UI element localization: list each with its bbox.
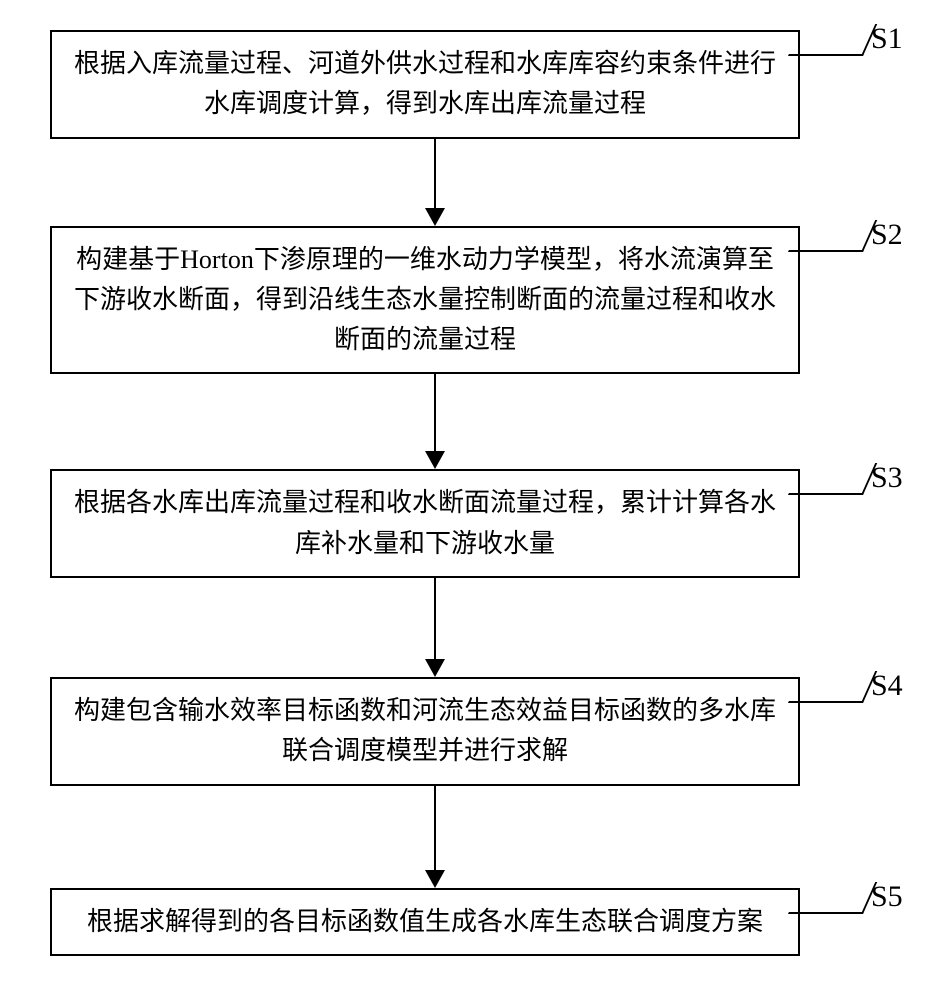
- label-connector-2: S2: [788, 218, 903, 252]
- step-row-4: 构建包含输水效率目标函数和河流生态效益目标函数的多水库联合调度模型并进行求解 S…: [20, 677, 932, 786]
- step-box-5: 根据求解得到的各目标函数值生成各水库生态联合调度方案: [50, 888, 800, 956]
- step-box-2: 构建基于Horton下渗原理的一维水动力学模型，将水流演算至下游收水断面，得到沿…: [50, 226, 800, 375]
- arrow-1: [425, 139, 445, 226]
- step-row-3: 根据各水库出库流量过程和收水断面流量过程，累计计算各水库补水量和下游收水量 S3: [20, 469, 932, 578]
- step-text-5: 根据求解得到的各目标函数值生成各水库生态联合调度方案: [87, 907, 763, 936]
- arrow-line-1: [434, 139, 437, 209]
- arrow-4: [425, 786, 445, 888]
- connector-line-4: [788, 671, 877, 703]
- connector-line-2: [788, 220, 877, 252]
- step-text-3: 根据各水库出库流量过程和收水断面流量过程，累计计算各水库补水量和下游收水量: [74, 488, 776, 557]
- step-row-2: 构建基于Horton下渗原理的一维水动力学模型，将水流演算至下游收水断面，得到沿…: [20, 226, 932, 375]
- step-row-5: 根据求解得到的各目标函数值生成各水库生态联合调度方案 S5: [20, 888, 932, 956]
- step-row-1: 根据入库流量过程、河道外供水过程和水库库容约束条件进行水库调度计算，得到水库出库…: [20, 30, 932, 139]
- arrow-head-1: [425, 208, 445, 226]
- connector-line-5: [788, 882, 877, 914]
- arrow-head-3: [425, 659, 445, 677]
- arrow-2: [425, 374, 445, 469]
- step-label-3: S3: [871, 461, 903, 495]
- arrow-head-2: [425, 451, 445, 469]
- arrow-head-4: [425, 870, 445, 888]
- arrow-line-2: [434, 374, 437, 452]
- arrow-line-3: [434, 578, 437, 660]
- label-connector-4: S4: [788, 669, 903, 703]
- step-box-1: 根据入库流量过程、河道外供水过程和水库库容约束条件进行水库调度计算，得到水库出库…: [50, 30, 800, 139]
- label-connector-3: S3: [788, 461, 903, 495]
- step-text-1: 根据入库流量过程、河道外供水过程和水库库容约束条件进行水库调度计算，得到水库出库…: [74, 49, 776, 118]
- step-text-4: 构建包含输水效率目标函数和河流生态效益目标函数的多水库联合调度模型并进行求解: [74, 696, 776, 765]
- connector-line-1: [788, 24, 877, 56]
- arrow-3: [425, 578, 445, 677]
- arrow-line-4: [434, 786, 437, 871]
- step-box-4: 构建包含输水效率目标函数和河流生态效益目标函数的多水库联合调度模型并进行求解: [50, 677, 800, 786]
- step-box-3: 根据各水库出库流量过程和收水断面流量过程，累计计算各水库补水量和下游收水量: [50, 469, 800, 578]
- label-connector-5: S5: [788, 880, 903, 914]
- flowchart-container: 根据入库流量过程、河道外供水过程和水库库容约束条件进行水库调度计算，得到水库出库…: [20, 30, 932, 956]
- step-text-2: 构建基于Horton下渗原理的一维水动力学模型，将水流演算至下游收水断面，得到沿…: [74, 245, 776, 355]
- connector-line-3: [788, 463, 877, 495]
- label-connector-1: S1: [788, 22, 903, 56]
